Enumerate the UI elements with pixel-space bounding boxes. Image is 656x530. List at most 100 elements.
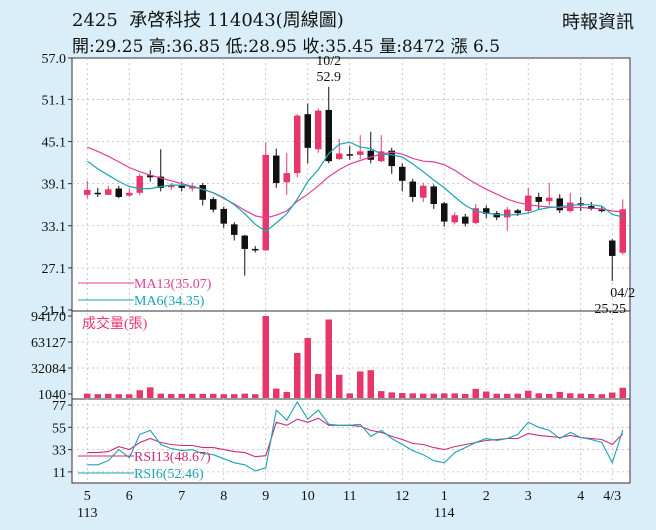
volume-bar	[325, 319, 333, 398]
candle-body	[209, 199, 217, 210]
chart-title: 2425 承啓科技 114043(周線圖)	[72, 10, 344, 31]
x-tick-label: 12	[395, 489, 409, 504]
candle-body	[335, 153, 343, 160]
candle-body	[587, 206, 595, 209]
x-tick-label: 10	[301, 489, 315, 504]
volume-bar	[304, 337, 312, 398]
volume-bar	[335, 374, 343, 398]
volume-bar	[398, 393, 406, 398]
volume-bar	[115, 394, 123, 398]
rsi-tick-label: 55	[52, 421, 66, 436]
candle-body	[262, 154, 270, 251]
candle-body	[304, 114, 312, 148]
volume-bar	[125, 394, 133, 398]
candle-body	[451, 215, 459, 223]
volume-bar	[94, 394, 102, 398]
low-annotation-date: 04/2	[610, 286, 635, 301]
candle-body	[167, 185, 175, 188]
high-annotation-date: 10/2	[316, 54, 341, 69]
volume-bar	[241, 393, 249, 398]
source-label: 時報資訊	[562, 12, 634, 33]
volume-bar	[346, 393, 354, 398]
volume-bar	[367, 370, 375, 398]
volume-bar	[503, 393, 511, 398]
volume-bar	[209, 393, 217, 398]
volume-bar	[577, 393, 585, 398]
candle-body	[146, 175, 154, 178]
candle-body	[188, 185, 196, 189]
volume-bar	[283, 391, 291, 398]
volume-bar	[167, 394, 175, 398]
volume-bar	[514, 393, 522, 398]
candle-body	[272, 155, 280, 183]
x-tick-label: 11	[343, 489, 356, 504]
volume-bar	[545, 393, 553, 398]
volume-bar	[293, 352, 301, 398]
rsi-tick-label: 77	[52, 399, 66, 414]
volume-bar	[314, 373, 322, 398]
volume-bar	[377, 391, 385, 398]
x-tick-label: 8	[220, 489, 227, 504]
candle-body	[314, 110, 322, 150]
volume-bar	[199, 393, 207, 398]
x-tick-label: 1	[441, 489, 448, 504]
ma6-legend-label: MA6(34.35)	[134, 294, 205, 309]
volume-tick-label: 32084	[31, 362, 66, 377]
ma6-line	[86, 141, 623, 233]
x-tick-label: 4	[577, 489, 584, 504]
candle-body	[104, 189, 112, 195]
volume-bar	[388, 392, 396, 398]
candle-body	[356, 151, 364, 155]
candle-body	[419, 185, 427, 198]
volume-bar	[251, 394, 259, 398]
volume-bar	[598, 394, 606, 398]
candle-body	[493, 213, 501, 218]
x-tick-label: 4/3	[603, 489, 621, 504]
candle-body	[535, 196, 543, 202]
price-tick-label: 27.1	[42, 262, 67, 277]
candle-body	[482, 208, 490, 214]
candle-body	[598, 209, 606, 212]
candle-body	[115, 188, 123, 197]
candle-body	[377, 151, 385, 162]
candle-body	[619, 209, 627, 253]
candle-body	[388, 150, 396, 167]
volume-bar	[220, 394, 228, 398]
candle-body	[94, 192, 102, 195]
volume-bar	[482, 391, 490, 398]
low-annotation-value: 25.25	[595, 302, 627, 317]
volume-bar	[451, 393, 459, 398]
x-tick-label: 3	[525, 489, 532, 504]
volume-bar	[608, 392, 616, 398]
rsi13-line	[87, 417, 624, 458]
candle-body	[367, 150, 375, 160]
x-tick-label: 6	[126, 489, 133, 504]
candle-body	[556, 198, 564, 211]
price-tick-label: 39.1	[42, 178, 67, 193]
volume-bar	[419, 393, 427, 398]
candle-body	[608, 240, 616, 256]
candle-body	[524, 195, 532, 212]
price-tick-label: 51.1	[42, 93, 67, 108]
candle-body	[241, 235, 249, 249]
candle-body	[472, 208, 480, 223]
volume-bar	[566, 393, 574, 398]
volume-title: 成交量(張)	[82, 315, 148, 332]
volume-bar	[178, 393, 186, 398]
volume-bar	[535, 393, 543, 398]
volume-bar	[230, 394, 238, 398]
volume-bar	[524, 390, 532, 398]
candle-body	[178, 185, 186, 188]
x-tick-label: 9	[262, 489, 269, 504]
price-tick-label: 57.0	[42, 52, 67, 67]
plot-area	[71, 57, 631, 484]
volume-bar	[157, 393, 165, 398]
candle-body	[566, 202, 574, 212]
candle-body	[503, 209, 511, 218]
volume-bar	[136, 390, 144, 398]
rsi6-line	[87, 400, 624, 472]
candle-body	[230, 224, 238, 235]
volume-bar	[262, 316, 270, 398]
price-tick-label: 45.1	[42, 136, 67, 151]
